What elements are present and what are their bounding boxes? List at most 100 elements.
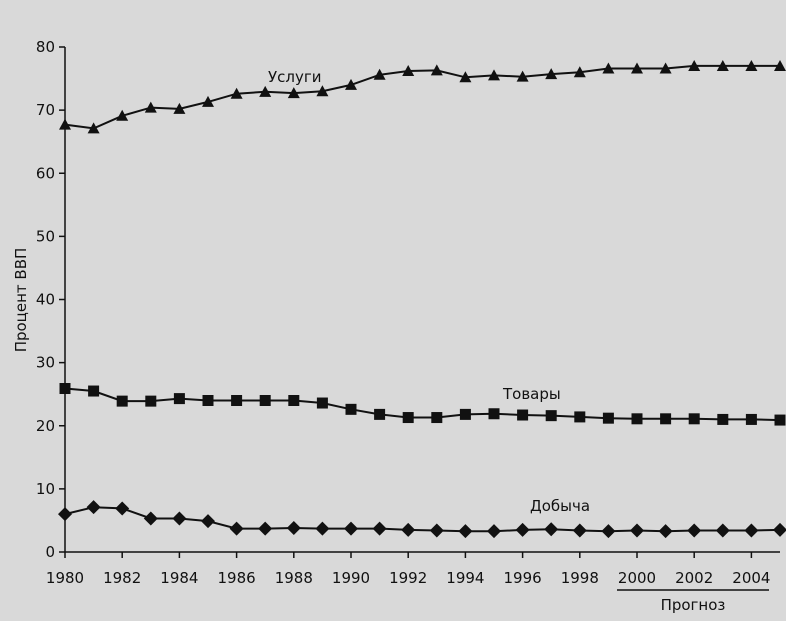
series-label-square: Товары	[502, 385, 561, 403]
data-point	[316, 85, 329, 97]
data-point	[658, 524, 673, 539]
data-point	[144, 101, 157, 113]
data-point	[745, 59, 758, 71]
series-triangle	[59, 59, 786, 134]
forecast-label: Прогноз	[661, 596, 726, 614]
data-point	[487, 524, 501, 539]
data-point	[172, 511, 187, 526]
data-point	[601, 524, 616, 539]
data-point	[602, 62, 615, 74]
data-point	[572, 523, 587, 538]
series-square	[59, 383, 786, 426]
data-point	[259, 85, 272, 97]
data-point	[602, 412, 614, 424]
series-labels: Услуги Товары Добыча	[268, 68, 590, 515]
data-point	[288, 395, 300, 406]
y-axis-title: Процент ВВП	[12, 248, 30, 353]
y-tick-label: 60	[36, 164, 55, 182]
data-point	[458, 524, 473, 539]
series-label-diamond: Добыча	[530, 497, 590, 515]
x-tick-label: 1992	[389, 569, 427, 587]
data-point	[687, 523, 702, 538]
data-point	[88, 385, 100, 397]
data-point	[259, 395, 271, 406]
data-point	[345, 78, 357, 90]
data-point	[744, 523, 759, 538]
x-tick-label: 1980	[46, 569, 84, 587]
y-tick-label: 10	[36, 480, 55, 498]
data-point	[430, 64, 443, 76]
data-point	[173, 393, 185, 405]
data-point	[716, 59, 729, 71]
series-label-triangle: Услуги	[268, 68, 321, 86]
data-point	[401, 522, 416, 537]
data-point	[517, 409, 529, 421]
data-point	[229, 521, 244, 536]
x-tick-label: 2000	[618, 569, 656, 587]
data-point	[402, 64, 415, 76]
x-tick-label: 1996	[504, 569, 542, 587]
data-point	[659, 62, 672, 74]
data-point	[116, 109, 129, 121]
data-point	[715, 523, 730, 538]
x-tick-label: 1986	[218, 569, 256, 587]
data-point	[773, 522, 786, 537]
data-point	[374, 408, 386, 420]
data-point	[59, 383, 71, 395]
data-point	[143, 511, 158, 526]
x-tick-label: 1998	[561, 569, 599, 587]
x-tick-label: 2002	[675, 569, 713, 587]
data-point	[544, 522, 559, 537]
data-point	[372, 521, 387, 536]
data-point	[459, 71, 472, 83]
data-point	[315, 521, 330, 536]
x-tick-label: 1988	[275, 569, 313, 587]
series-line	[64, 64, 780, 130]
data-point	[573, 66, 586, 78]
y-tick-label: 50	[36, 227, 55, 245]
data-point	[516, 70, 529, 82]
data-point	[316, 397, 328, 409]
data-point	[717, 413, 729, 425]
data-point	[116, 395, 128, 407]
x-tick-label: 1994	[446, 569, 484, 587]
data-point	[345, 403, 357, 415]
data-point	[431, 412, 443, 424]
data-point	[287, 87, 300, 99]
data-point	[231, 395, 243, 406]
data-point	[545, 68, 558, 80]
x-tick-label: 1982	[103, 569, 141, 587]
data-point	[545, 410, 557, 422]
data-point	[660, 413, 672, 425]
data-point	[373, 68, 386, 80]
data-point	[201, 514, 215, 529]
y-tick-label: 70	[36, 101, 55, 119]
data-point	[145, 395, 157, 407]
data-point	[258, 521, 273, 536]
data-point	[488, 69, 500, 81]
data-point	[488, 408, 500, 420]
y-tick-label: 0	[45, 543, 55, 561]
y-tick-label: 80	[36, 38, 55, 56]
data-point	[202, 395, 214, 406]
x-tick-label: 2004	[732, 569, 770, 587]
data-point	[286, 521, 301, 536]
x-tick-label: 1990	[332, 569, 370, 587]
data-point	[115, 501, 130, 516]
series-diamond	[58, 500, 786, 539]
data-point	[515, 522, 530, 537]
data-point	[173, 102, 186, 114]
data-point	[87, 122, 100, 134]
data-point	[574, 411, 586, 423]
data-point	[688, 413, 700, 425]
data-point	[230, 87, 243, 99]
data-point	[202, 95, 214, 107]
data-point	[631, 413, 643, 425]
tick-labels: 0 10 20 30 40 50 60 70 80 1980 1982 1984 1986 1988 199…	[36, 38, 771, 587]
data-point	[58, 507, 72, 522]
data-point	[774, 414, 786, 426]
axes	[59, 46, 780, 558]
data-point	[688, 59, 701, 71]
